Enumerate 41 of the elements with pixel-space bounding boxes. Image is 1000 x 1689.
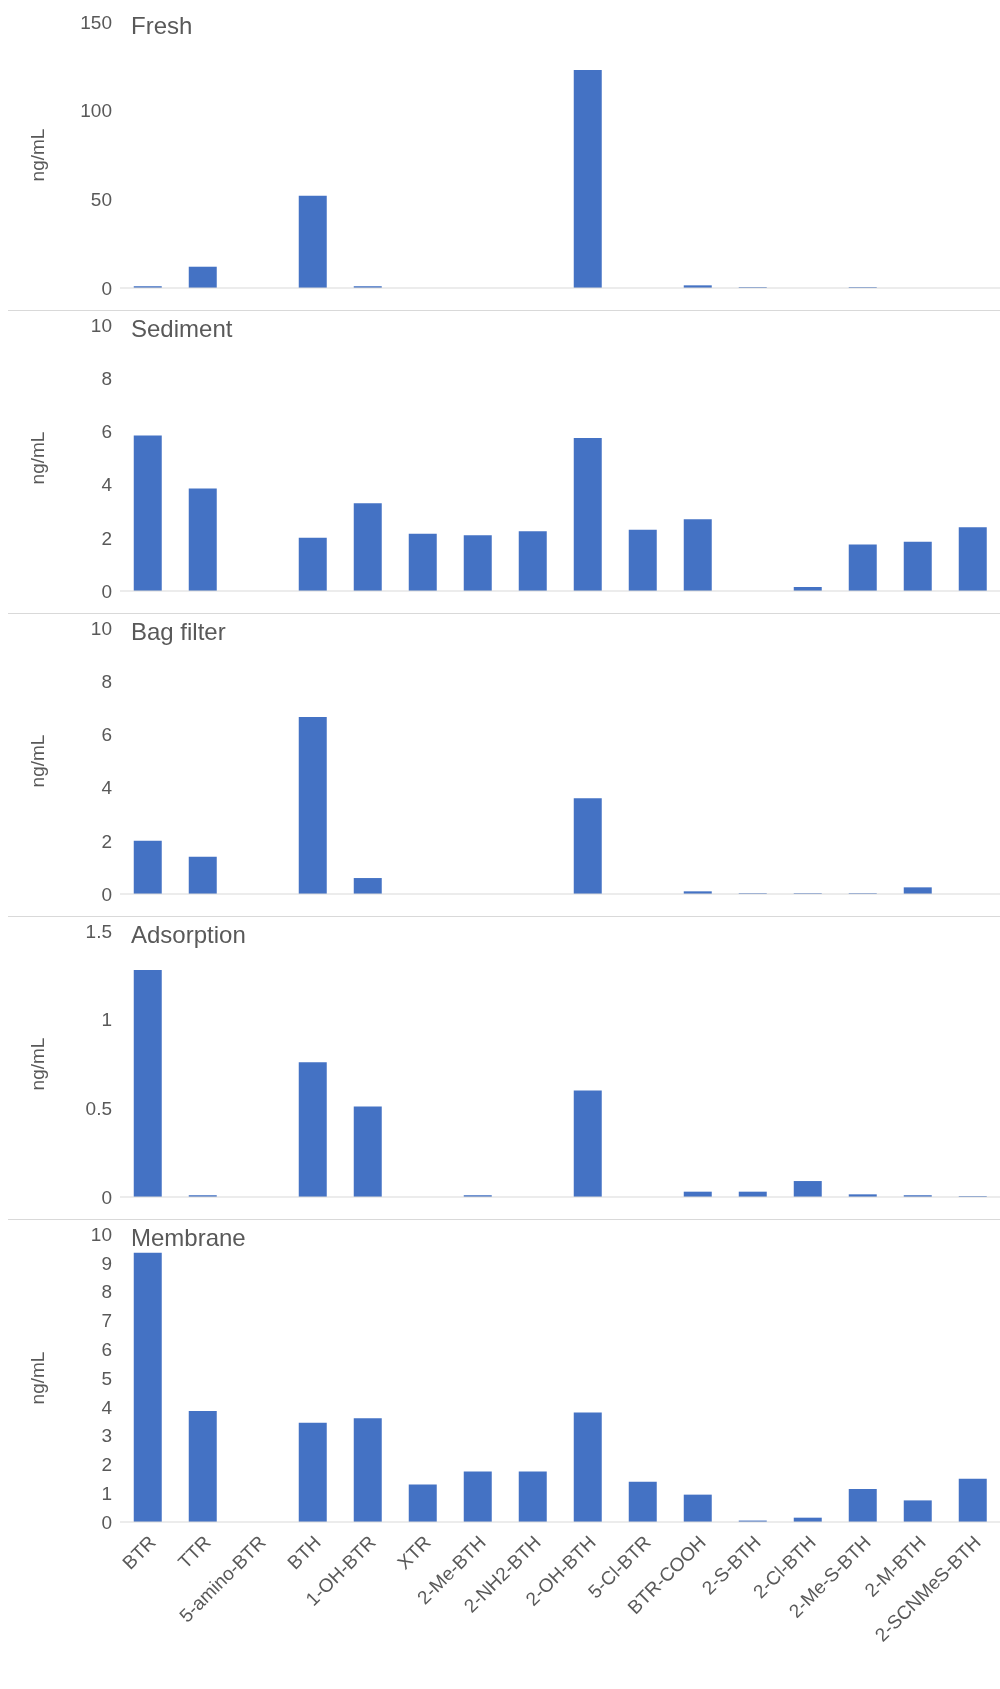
y-tick-label: 6 xyxy=(101,1338,112,1360)
y-tick-label: 0 xyxy=(101,580,112,602)
y-tick-label: 1.5 xyxy=(85,920,112,942)
y-tick-label: 0 xyxy=(101,277,112,299)
y-tick-label: 4 xyxy=(101,1396,113,1418)
chart-title: Bag filter xyxy=(131,618,226,646)
y-axis-title: ng/mL xyxy=(27,734,49,788)
y-axis-title: ng/mL xyxy=(27,431,49,485)
y-tick-label: 0 xyxy=(101,883,112,905)
y-tick-label: 8 xyxy=(101,670,112,692)
chart-title: Membrane xyxy=(131,1224,246,1252)
y-tick-label: 100 xyxy=(80,100,112,122)
y-axis-title: ng/mL xyxy=(27,1037,49,1091)
y-tick-label: 4 xyxy=(101,777,113,799)
y-tick-label: 4 xyxy=(101,474,113,496)
y-axis-title: ng/mL xyxy=(27,1351,49,1405)
y-tick-label: 2 xyxy=(101,527,112,549)
y-tick-label: 1 xyxy=(101,1009,112,1031)
y-tick-label: 8 xyxy=(101,1281,112,1303)
y-tick-label: 10 xyxy=(90,1223,112,1245)
y-tick-label: 0 xyxy=(101,1186,112,1208)
y-axis-title: ng/mL xyxy=(27,128,49,182)
y-tick-label: 10 xyxy=(90,617,112,639)
y-tick-label: 10 xyxy=(90,314,112,336)
y-tick-label: 3 xyxy=(101,1425,112,1447)
y-tick-label: 7 xyxy=(101,1310,112,1332)
y-tick-label: 2 xyxy=(101,830,112,852)
y-tick-label: 0 xyxy=(101,1511,112,1533)
y-tick-label: 1 xyxy=(101,1482,112,1504)
chart-title: Adsorption xyxy=(131,921,246,949)
chart-title: Sediment xyxy=(131,315,233,343)
y-tick-label: 6 xyxy=(101,421,112,443)
chart-title: Fresh xyxy=(131,12,193,40)
y-tick-label: 5 xyxy=(101,1367,112,1389)
y-tick-label: 8 xyxy=(101,367,112,389)
y-tick-label: 50 xyxy=(90,189,112,211)
y-tick-label: 0.5 xyxy=(85,1098,112,1120)
y-tick-label: 9 xyxy=(101,1252,112,1274)
y-tick-label: 6 xyxy=(101,724,112,746)
y-tick-label: 2 xyxy=(101,1454,112,1476)
y-tick-label: 150 xyxy=(80,11,112,33)
